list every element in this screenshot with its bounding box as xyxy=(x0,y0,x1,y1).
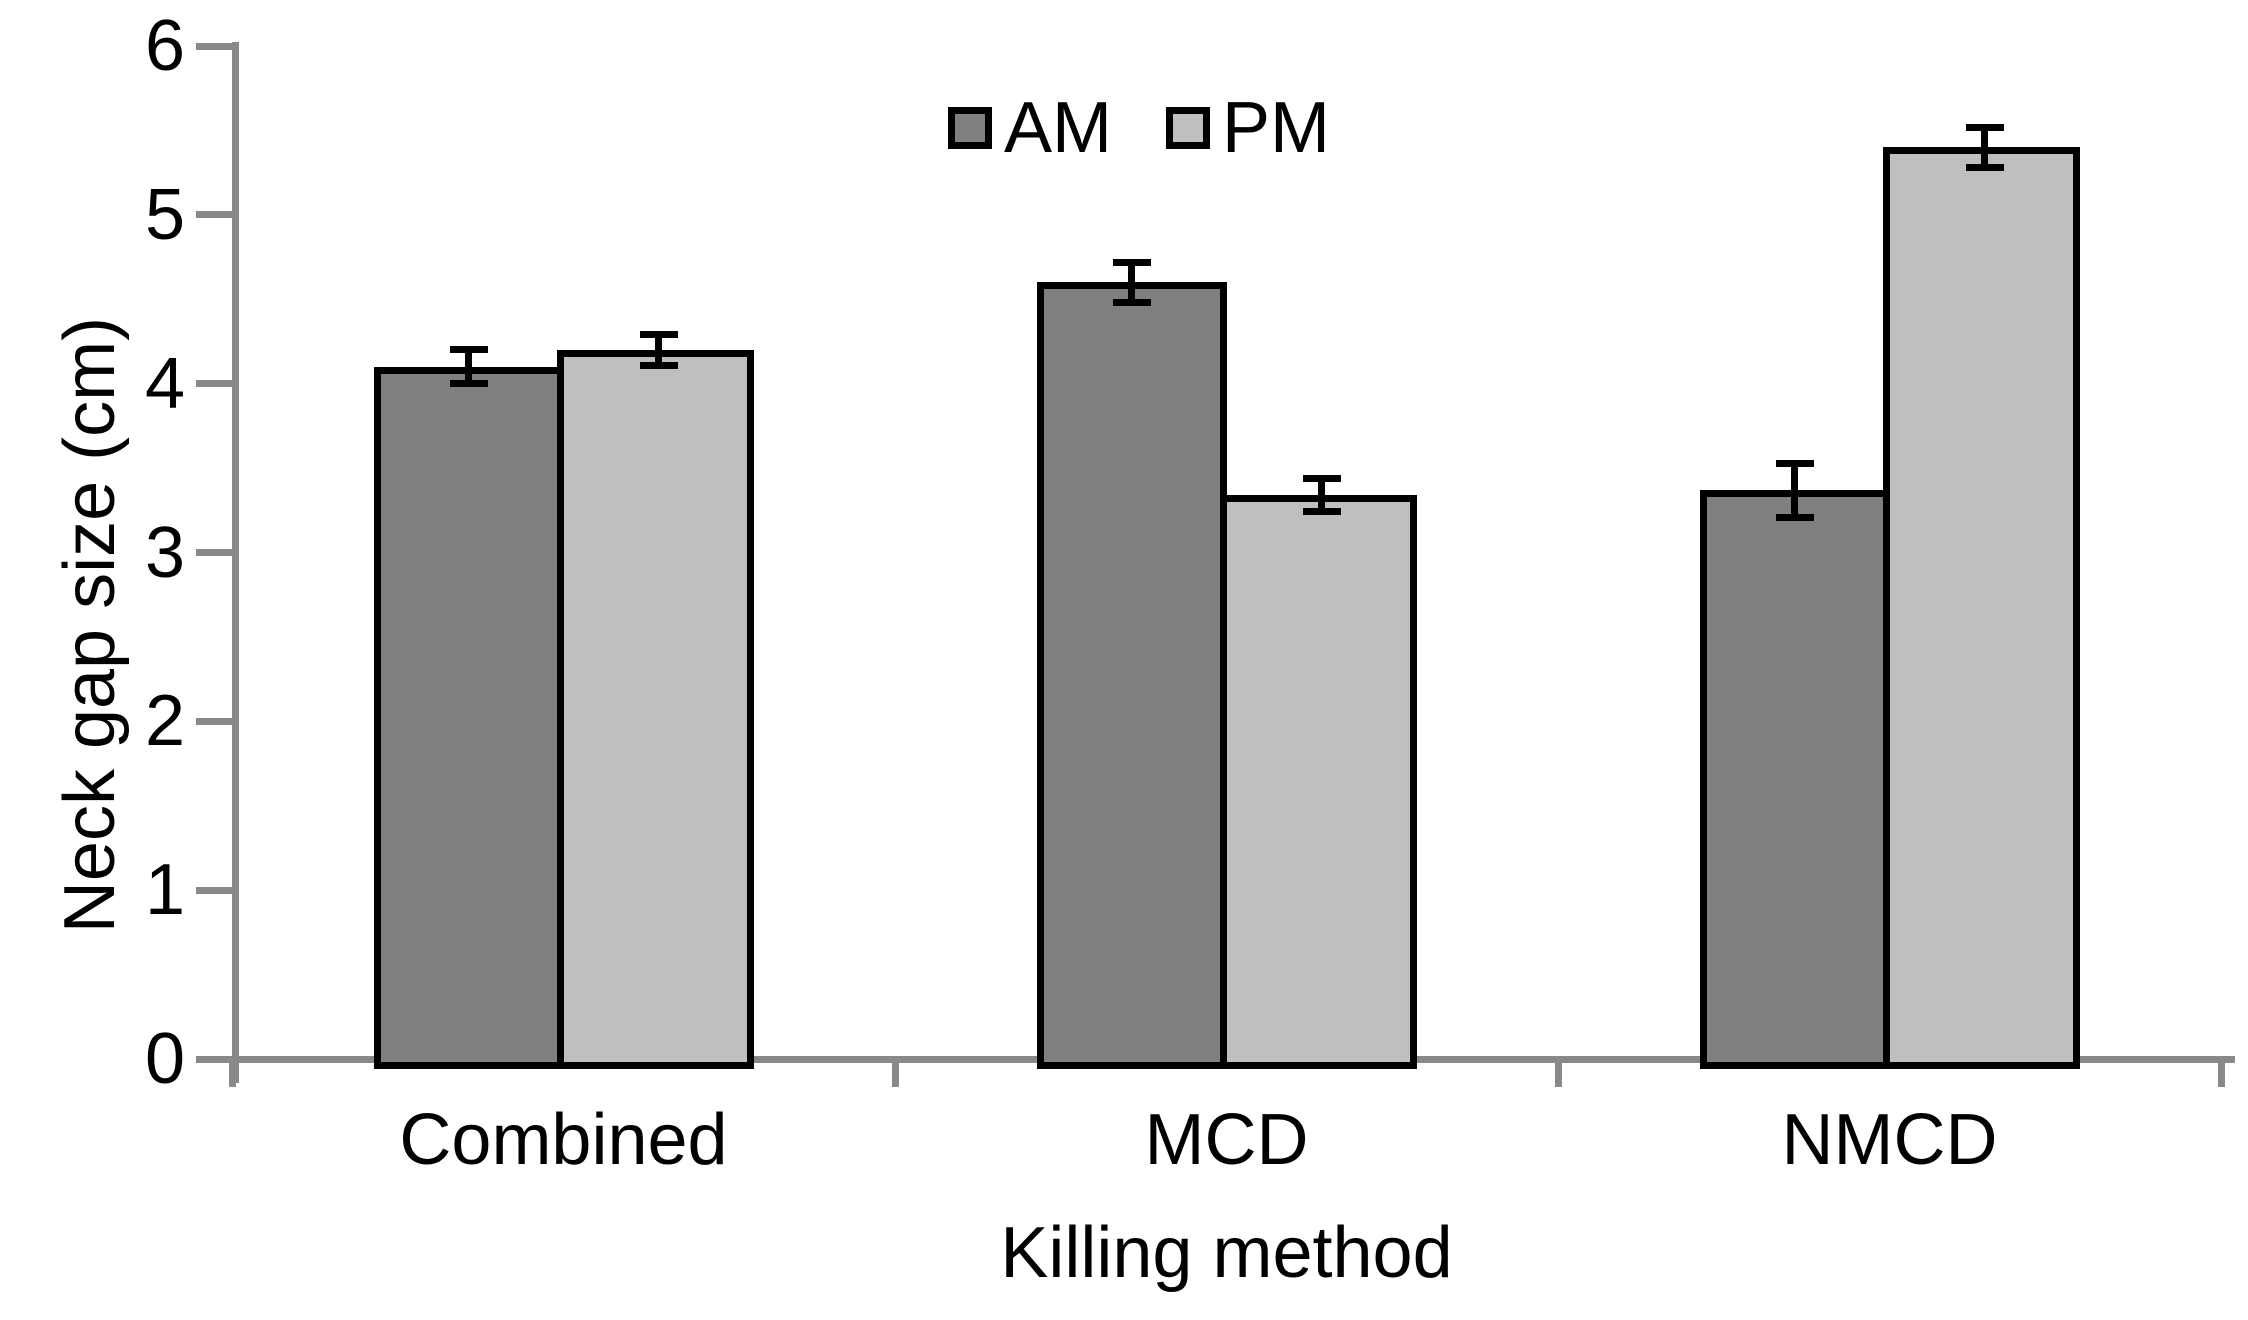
error-bar-pm-nmcd-stem xyxy=(1981,127,1988,168)
error-bar-pm-mcd-cap-top xyxy=(1302,474,1341,482)
y-tick-label: 4 xyxy=(144,343,185,424)
y-tick xyxy=(196,380,232,388)
bar-pm-combined xyxy=(556,349,754,1069)
y-tick-label: 0 xyxy=(144,1019,185,1099)
x-axis-title: Killing method xyxy=(1000,1213,1453,1293)
bar-pm-nmcd xyxy=(1882,147,2080,1069)
y-tick xyxy=(196,211,232,219)
error-bar-pm-nmcd-cap-bottom xyxy=(1965,164,2004,172)
y-tick xyxy=(196,886,232,894)
y-tick xyxy=(196,549,232,556)
error-bar-pm-combined-cap-bottom xyxy=(639,361,678,369)
bar-pm-mcd xyxy=(1219,495,1417,1069)
y-tick xyxy=(196,42,232,50)
x-tick-label-combined: Combined xyxy=(399,1100,728,1180)
x-tick xyxy=(1554,1062,1562,1087)
error-bar-am-nmcd-cap-bottom xyxy=(1775,513,1814,521)
x-tick-label-nmcd: NMCD xyxy=(1781,1100,1998,1180)
y-tick-label: 3 xyxy=(144,512,185,593)
x-tick-label-mcd: MCD xyxy=(1144,1100,1309,1180)
x-tick xyxy=(2217,1062,2225,1087)
bar-am-combined xyxy=(373,366,564,1069)
y-tick-label: 5 xyxy=(144,174,185,255)
legend-item-pm: PM xyxy=(1166,88,1330,168)
legend-item-am: AM xyxy=(948,88,1112,168)
legend: AM PM xyxy=(948,88,1330,168)
error-bar-pm-combined-stem xyxy=(655,334,662,366)
error-bar-pm-mcd-stem xyxy=(1318,478,1325,512)
y-tick-label: 1 xyxy=(144,850,185,931)
x-tick xyxy=(228,1062,236,1087)
error-bar-am-nmcd-cap-top xyxy=(1775,459,1814,467)
error-bar-pm-mcd-cap-bottom xyxy=(1302,508,1341,516)
error-bar-pm-nmcd-cap-top xyxy=(1965,123,2004,131)
bar-am-nmcd xyxy=(1699,490,1890,1069)
error-bar-pm-combined-cap-top xyxy=(639,331,678,339)
error-bar-am-combined-stem xyxy=(465,349,472,384)
legend-swatch-am-icon xyxy=(948,107,992,149)
error-bar-am-mcd-cap-bottom xyxy=(1112,299,1151,307)
y-tick xyxy=(196,717,232,725)
y-axis-line xyxy=(232,42,239,1083)
y-tick-label: 2 xyxy=(144,681,185,762)
error-bar-am-combined-cap-top xyxy=(449,346,488,354)
legend-label-am: AM xyxy=(1004,88,1112,168)
error-bar-am-combined-cap-bottom xyxy=(449,380,488,388)
x-tick xyxy=(891,1062,899,1087)
legend-swatch-pm-icon xyxy=(1166,107,1210,149)
legend-label-pm: PM xyxy=(1222,88,1330,168)
error-bar-am-mcd-cap-top xyxy=(1112,258,1151,266)
error-bar-am-mcd-stem xyxy=(1128,262,1135,303)
error-bar-am-nmcd-stem xyxy=(1791,463,1798,518)
bar-am-mcd xyxy=(1036,282,1227,1069)
y-tick-label: 6 xyxy=(144,6,185,86)
